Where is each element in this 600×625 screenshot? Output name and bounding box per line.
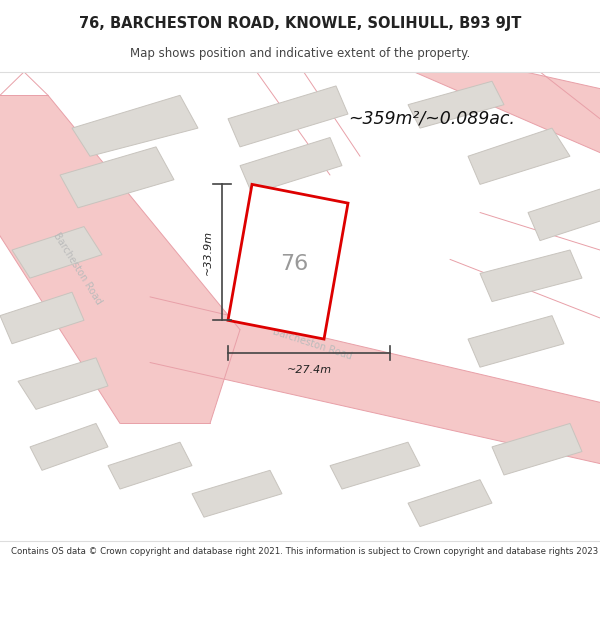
- Text: Map shows position and indicative extent of the property.: Map shows position and indicative extent…: [130, 47, 470, 60]
- Polygon shape: [480, 250, 582, 301]
- Text: Contains OS data © Crown copyright and database right 2021. This information is : Contains OS data © Crown copyright and d…: [11, 546, 600, 556]
- Polygon shape: [408, 480, 492, 526]
- Text: ~33.9m: ~33.9m: [203, 230, 213, 275]
- Polygon shape: [12, 226, 102, 278]
- Polygon shape: [408, 81, 504, 128]
- Polygon shape: [360, 48, 600, 166]
- Text: 76: 76: [280, 254, 308, 274]
- Polygon shape: [108, 442, 192, 489]
- Polygon shape: [468, 316, 564, 367]
- Polygon shape: [72, 95, 198, 156]
- Text: ~359m²/~0.089ac.: ~359m²/~0.089ac.: [348, 110, 515, 128]
- Polygon shape: [30, 424, 108, 470]
- Polygon shape: [0, 292, 84, 344]
- Polygon shape: [60, 147, 174, 208]
- Polygon shape: [228, 184, 348, 339]
- Polygon shape: [192, 470, 282, 518]
- Polygon shape: [18, 357, 108, 409]
- Polygon shape: [330, 442, 420, 489]
- Polygon shape: [0, 95, 240, 424]
- Text: 76, BARCHESTON ROAD, KNOWLE, SOLIHULL, B93 9JT: 76, BARCHESTON ROAD, KNOWLE, SOLIHULL, B…: [79, 16, 521, 31]
- Polygon shape: [240, 138, 342, 194]
- Polygon shape: [468, 128, 570, 184]
- Polygon shape: [492, 424, 582, 475]
- Polygon shape: [150, 297, 600, 470]
- Polygon shape: [228, 86, 348, 147]
- Text: Barcheston Road: Barcheston Road: [271, 326, 353, 361]
- Text: ~27.4m: ~27.4m: [286, 365, 332, 375]
- Polygon shape: [528, 189, 600, 241]
- Text: Barcheston Road: Barcheston Road: [52, 231, 104, 306]
